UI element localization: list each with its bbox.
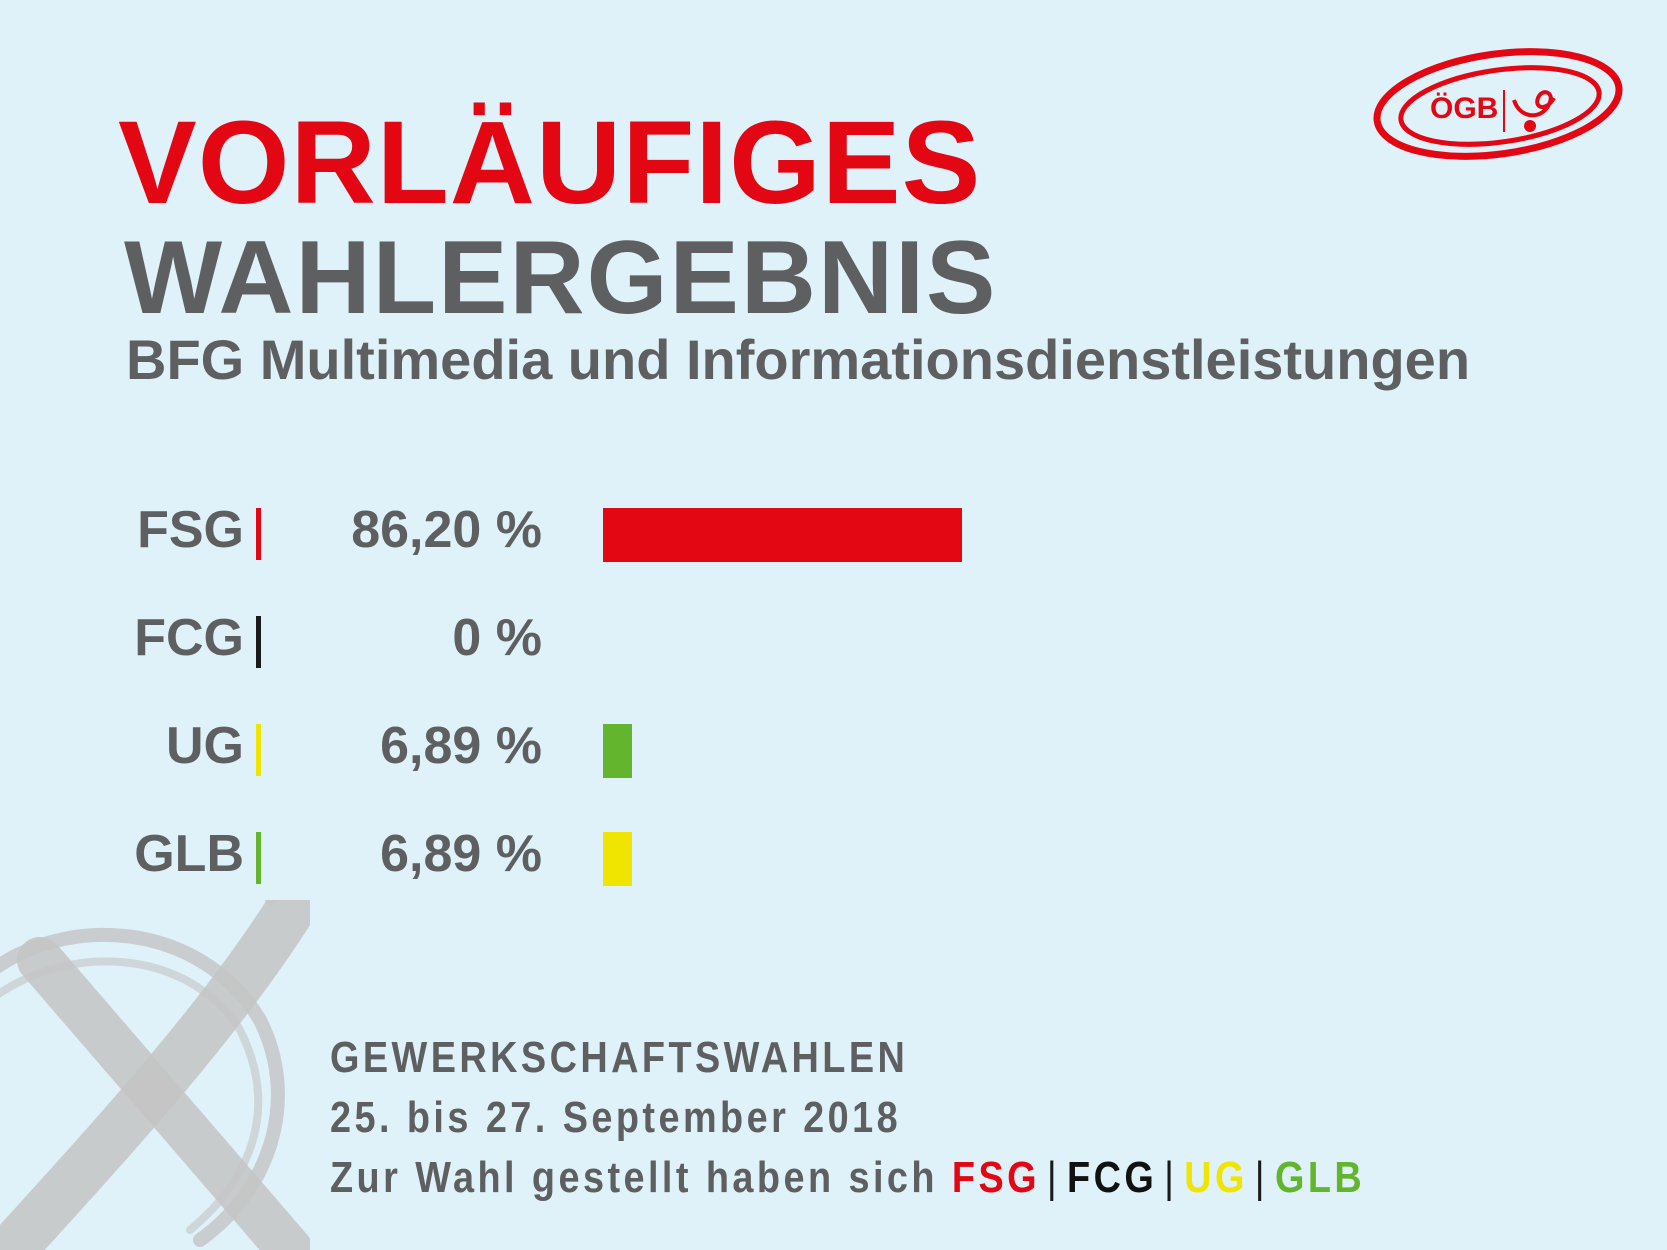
bar-glb	[603, 832, 632, 886]
value-label-fsg: 86,20 %	[351, 501, 542, 559]
footer-party-separator: |	[1254, 1153, 1269, 1202]
footer-party-ug: UG	[1184, 1153, 1248, 1202]
category-label-fsg: FSG	[137, 501, 244, 559]
value-label-glb: 6,89 %	[380, 825, 542, 883]
page-title-line2: WAHLERGEBNIS	[124, 220, 998, 336]
category-label-glb: GLB	[134, 825, 244, 883]
category-separator	[256, 616, 261, 668]
category-label-ug: UG	[166, 717, 244, 775]
footer-party-separator: |	[1164, 1153, 1178, 1202]
footer-party-fcg: FCG	[1067, 1153, 1158, 1202]
post-horn-icon	[1512, 90, 1556, 132]
footer-party-list: FSG | FCG | UG | GLB	[952, 1153, 1365, 1202]
value-label-ug: 6,89 %	[380, 717, 542, 775]
footer-party-glb: GLB	[1274, 1153, 1366, 1202]
footer-election-title: GEWERKSCHAFTSWAHLEN	[330, 1033, 909, 1082]
footer-party-fsg: FSG	[951, 1153, 1041, 1202]
page-subtitle: BFG Multimedia und Informationsdienstlei…	[126, 328, 1471, 391]
chart-row-glb: GLB 6,89 %	[0, 814, 1667, 894]
category-separator	[256, 508, 261, 560]
footer-candidates-prefix: Zur Wahl gestellt haben sich	[330, 1153, 938, 1202]
logo-text: ÖGB	[1430, 92, 1498, 125]
oegb-logo: ÖGB	[1373, 48, 1623, 160]
bar-ug	[603, 724, 632, 778]
page-title: VORLÄUFIGES	[118, 97, 982, 229]
ballot-cross-icon	[0, 900, 310, 1250]
footer-election-dates: 25. bis 27. September 2018	[330, 1093, 902, 1142]
footer-candidates-line: Zur Wahl gestellt haben sich FSG | FCG | UG |…	[330, 1156, 1362, 1200]
chart-row-ug: UG 6,89 %	[0, 706, 1667, 786]
footer-party-separator: |	[1046, 1153, 1061, 1202]
value-label-fcg: 0 %	[452, 609, 542, 667]
category-separator	[256, 724, 261, 776]
chart-row-fcg: FCG 0 %	[0, 598, 1667, 678]
bar-fsg	[603, 508, 962, 562]
category-label-fcg: FCG	[134, 609, 244, 667]
chart-row-fsg: FSG 86,20 %	[0, 490, 1667, 570]
category-separator	[256, 832, 261, 884]
